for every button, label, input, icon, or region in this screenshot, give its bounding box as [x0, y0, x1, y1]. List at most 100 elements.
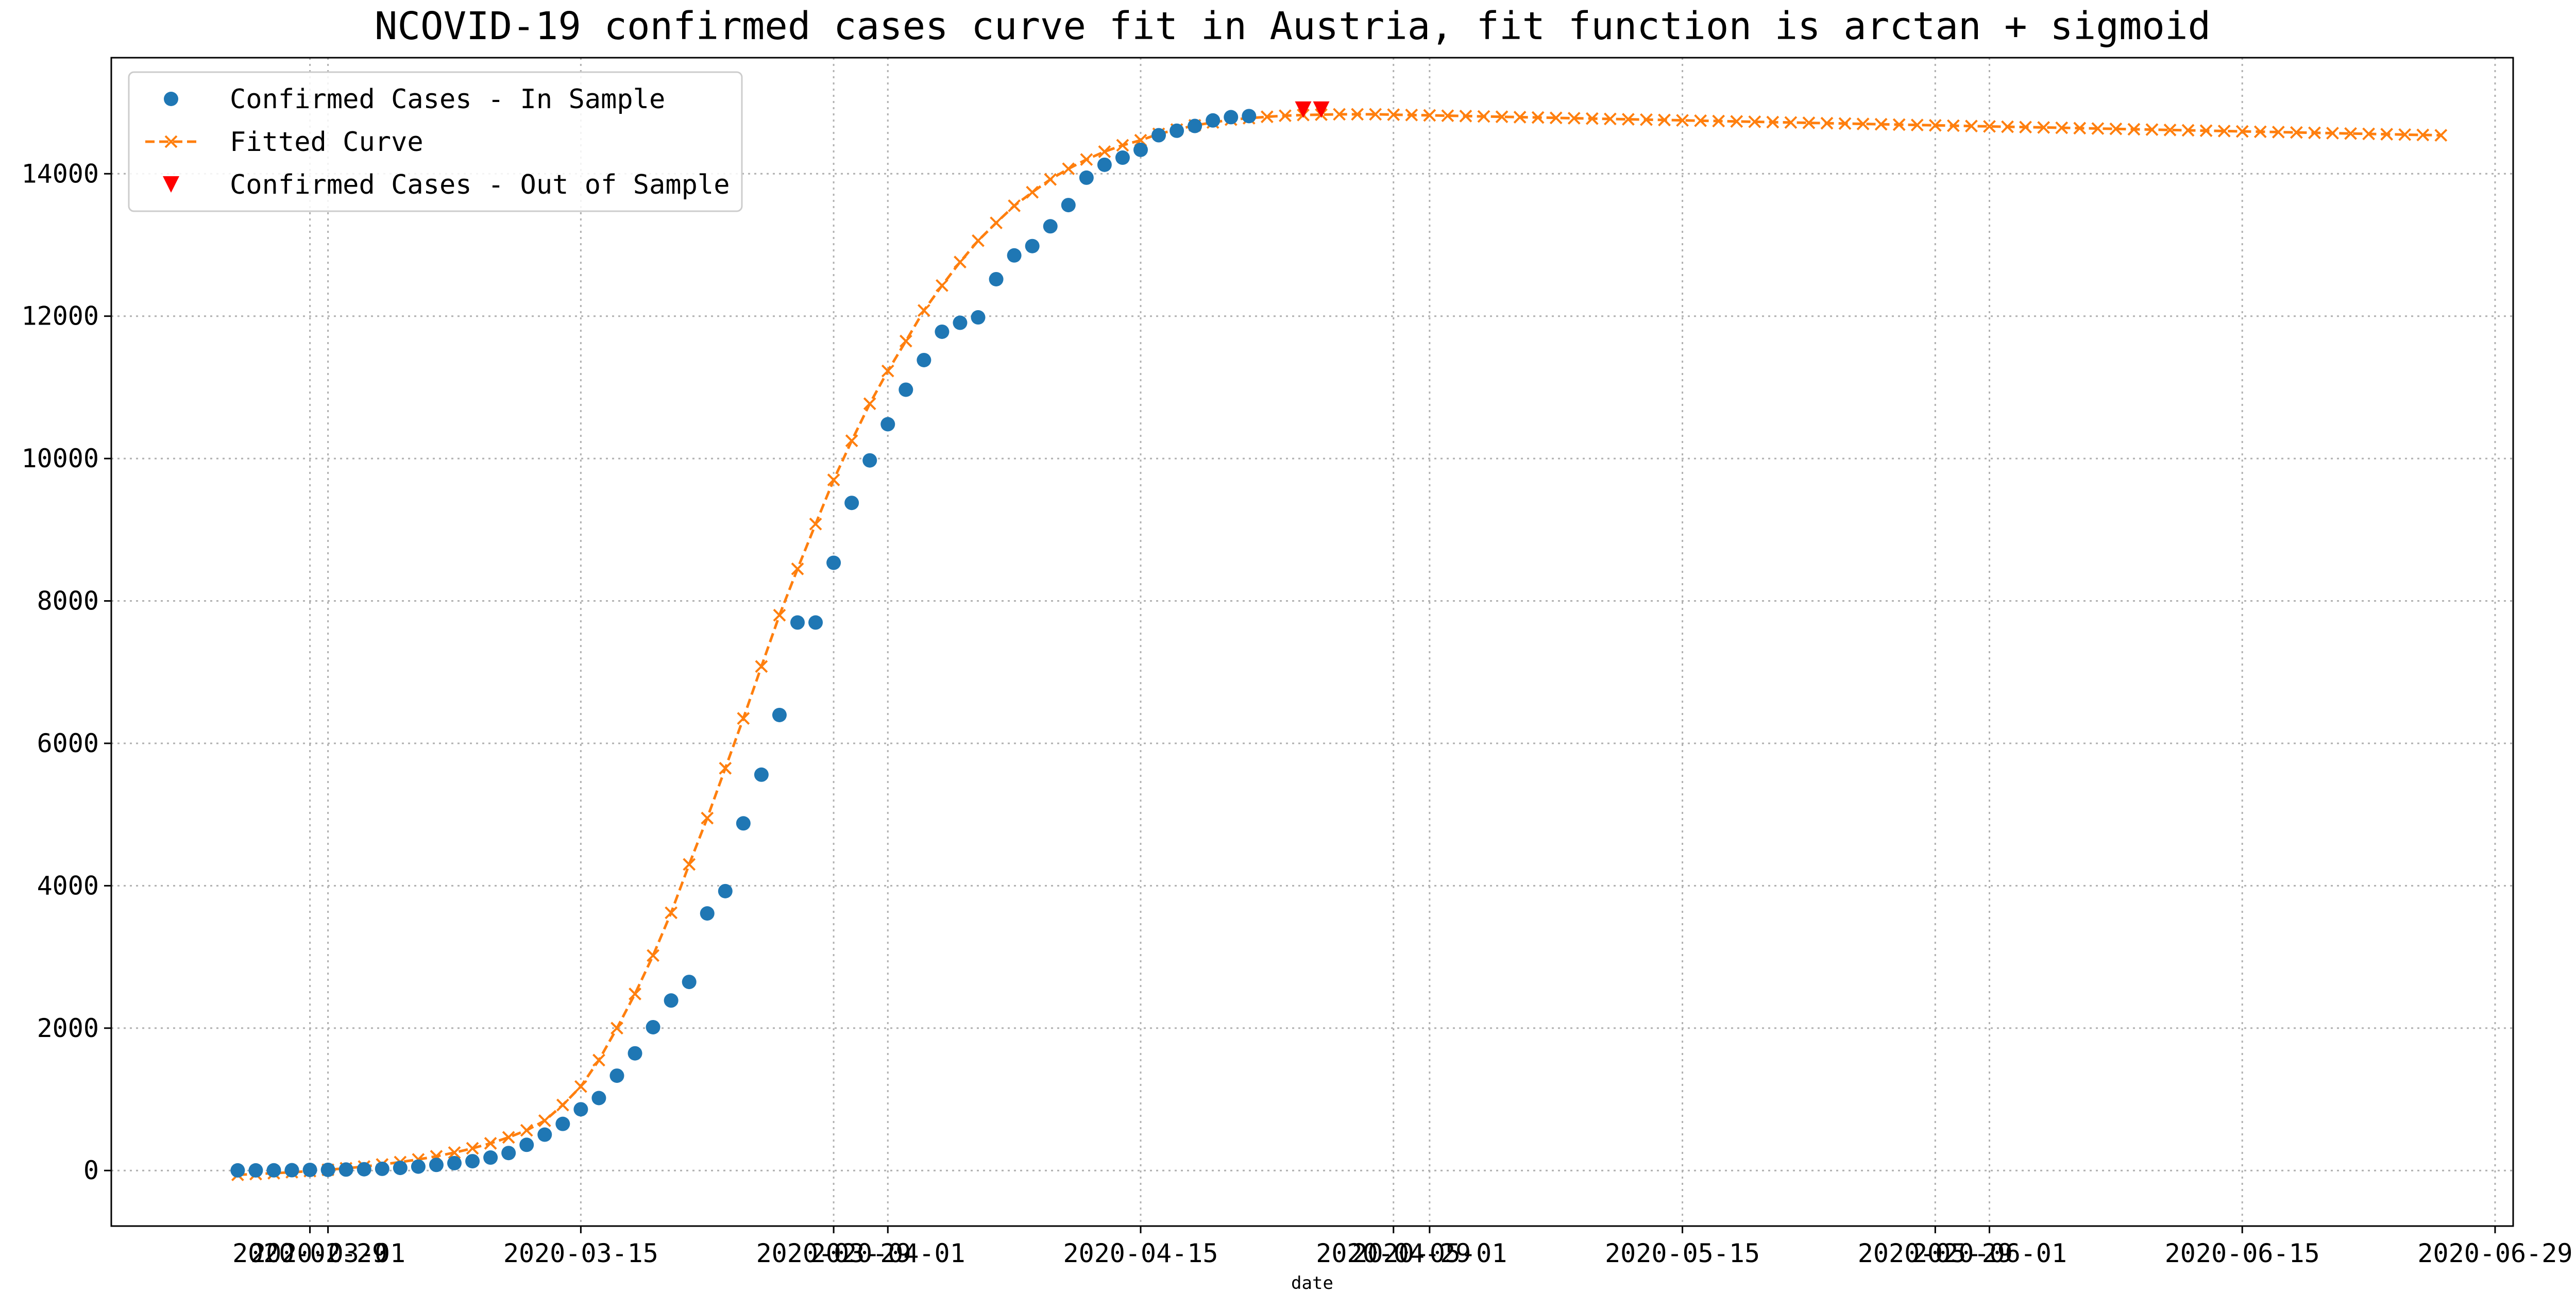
x-tick-label: 2020-04-15	[1063, 1238, 1218, 1268]
fitted-curve-point	[2037, 121, 2050, 134]
in-sample-point	[573, 1102, 588, 1117]
in-sample-point	[1206, 113, 1221, 128]
y-tick-label: 14000	[21, 159, 99, 189]
in-sample-point	[953, 315, 968, 330]
legend-out-of-sample-marker	[163, 176, 179, 193]
fitted-curve-point	[1658, 113, 1671, 127]
fitted-curve-point	[2272, 126, 2285, 139]
legend-label: Confirmed Cases - In Sample	[230, 84, 665, 115]
in-sample-point	[880, 417, 895, 432]
fitted-curve-point	[1098, 145, 1111, 158]
fitted-curve-point	[1694, 114, 1707, 127]
in-sample-point	[501, 1146, 516, 1161]
fitted-curve-point	[2019, 121, 2032, 134]
x-tick-label: 2020-03-15	[503, 1238, 658, 1268]
in-sample-point	[519, 1137, 534, 1152]
fitted-curve-point	[1766, 115, 1780, 129]
fitted-curve-point	[2055, 121, 2069, 134]
fitted-curve-point	[791, 562, 804, 575]
fitted-curve-point	[1712, 114, 1725, 128]
in-sample-point	[357, 1162, 371, 1177]
fitted-curve-point	[1965, 120, 1978, 133]
fitted-curve-point	[936, 279, 948, 292]
in-sample-point	[591, 1091, 606, 1106]
y-tick-label: 0	[83, 1155, 99, 1185]
fitted-curve-point	[2001, 120, 2014, 133]
in-sample-point	[393, 1161, 408, 1176]
in-sample-point	[1115, 150, 1130, 165]
in-sample-point	[338, 1162, 353, 1177]
fitted-curve-point	[2109, 122, 2123, 135]
fitted-curve-point	[2362, 127, 2375, 141]
fitted-curve-point	[1549, 111, 1563, 125]
x-tick-label: 2020-03-29	[756, 1238, 911, 1268]
fitted-curve-point	[574, 1080, 587, 1093]
x-tick-label: 2020-06-29	[2417, 1238, 2572, 1268]
fitted-curve-point	[1928, 118, 1942, 132]
fitted-curve-point	[701, 811, 714, 825]
fitted-curve-point	[1351, 108, 1364, 121]
x-tick-label: 2020-05-29	[1858, 1238, 2013, 1268]
in-sample-point	[1097, 157, 1112, 172]
fitted-curve-point	[1567, 112, 1581, 125]
x-tick-label: 2020-05-15	[1605, 1238, 1760, 1268]
chart-title: NCOVID-19 confirmed cases curve fit in A…	[374, 4, 2211, 48]
fitted-curve-point	[629, 988, 641, 1000]
legend-label: Fitted Curve	[230, 127, 423, 158]
fitted-curve-point	[2416, 128, 2430, 142]
out-of-sample-point	[1313, 101, 1330, 118]
fitted-curve-point	[845, 434, 858, 447]
in-sample-point	[899, 382, 913, 397]
fitted-curve-point	[2091, 122, 2105, 135]
fitted-curve-point	[1802, 116, 1816, 129]
x-tick-label: 2020-04-29	[1316, 1238, 1471, 1268]
fitted-curve-point	[520, 1124, 533, 1137]
fitted-curve-point	[2253, 125, 2267, 139]
fitted-curve-point	[1513, 110, 1527, 124]
fitted-curve-point	[538, 1114, 551, 1127]
fitted-curve-point	[1874, 117, 1888, 131]
in-sample-point	[1007, 248, 1022, 263]
fitted-curve-point	[1910, 118, 1924, 132]
x-axis-label: date	[1291, 1273, 1333, 1294]
fitted-curve-point	[1116, 139, 1129, 152]
fitted-curve-point	[2127, 123, 2141, 136]
fitted-curve-point	[1856, 117, 1870, 130]
in-sample-point	[1079, 170, 1094, 185]
fitted-curve-point	[1405, 108, 1418, 122]
in-sample-point	[718, 883, 733, 898]
in-sample-point	[736, 816, 751, 831]
fitted-curve-point	[556, 1098, 569, 1112]
in-sample-point	[682, 975, 697, 990]
in-sample-point	[483, 1150, 498, 1165]
y-tick-label: 10000	[21, 444, 99, 473]
in-sample-point	[754, 767, 769, 782]
in-sample-point	[989, 271, 1004, 286]
fitted-curve-point	[1333, 108, 1346, 121]
fitted-curve-point	[2073, 122, 2087, 135]
in-sample-point	[826, 555, 841, 570]
legend-fitted-marker	[164, 135, 178, 148]
fitted-curve-point	[1423, 109, 1436, 122]
x-tick-label: 2020-06-15	[2165, 1238, 2320, 1268]
fitted-curve-point	[1640, 113, 1653, 126]
fitted-curve-point	[2181, 124, 2195, 137]
in-sample-point	[790, 615, 805, 630]
fitted-curve-point	[1369, 108, 1382, 121]
fitted-curve-point	[1784, 116, 1798, 129]
legend-in-sample-marker	[164, 92, 178, 106]
in-sample-point	[862, 453, 877, 468]
fitted-curve-point	[484, 1136, 497, 1150]
fitted-curve-point	[1748, 115, 1761, 128]
fitted-curve-point	[954, 256, 967, 269]
fitted-curve-point	[1730, 115, 1743, 128]
in-sample-point	[465, 1154, 480, 1169]
in-sample-point	[320, 1162, 335, 1177]
fitted-curve-point	[1080, 153, 1093, 166]
out-of-sample-point	[1295, 101, 1312, 118]
fitted-curve-point	[592, 1053, 605, 1067]
fitted-curve-point	[2434, 129, 2448, 142]
fitted-curve-point	[2217, 124, 2231, 138]
